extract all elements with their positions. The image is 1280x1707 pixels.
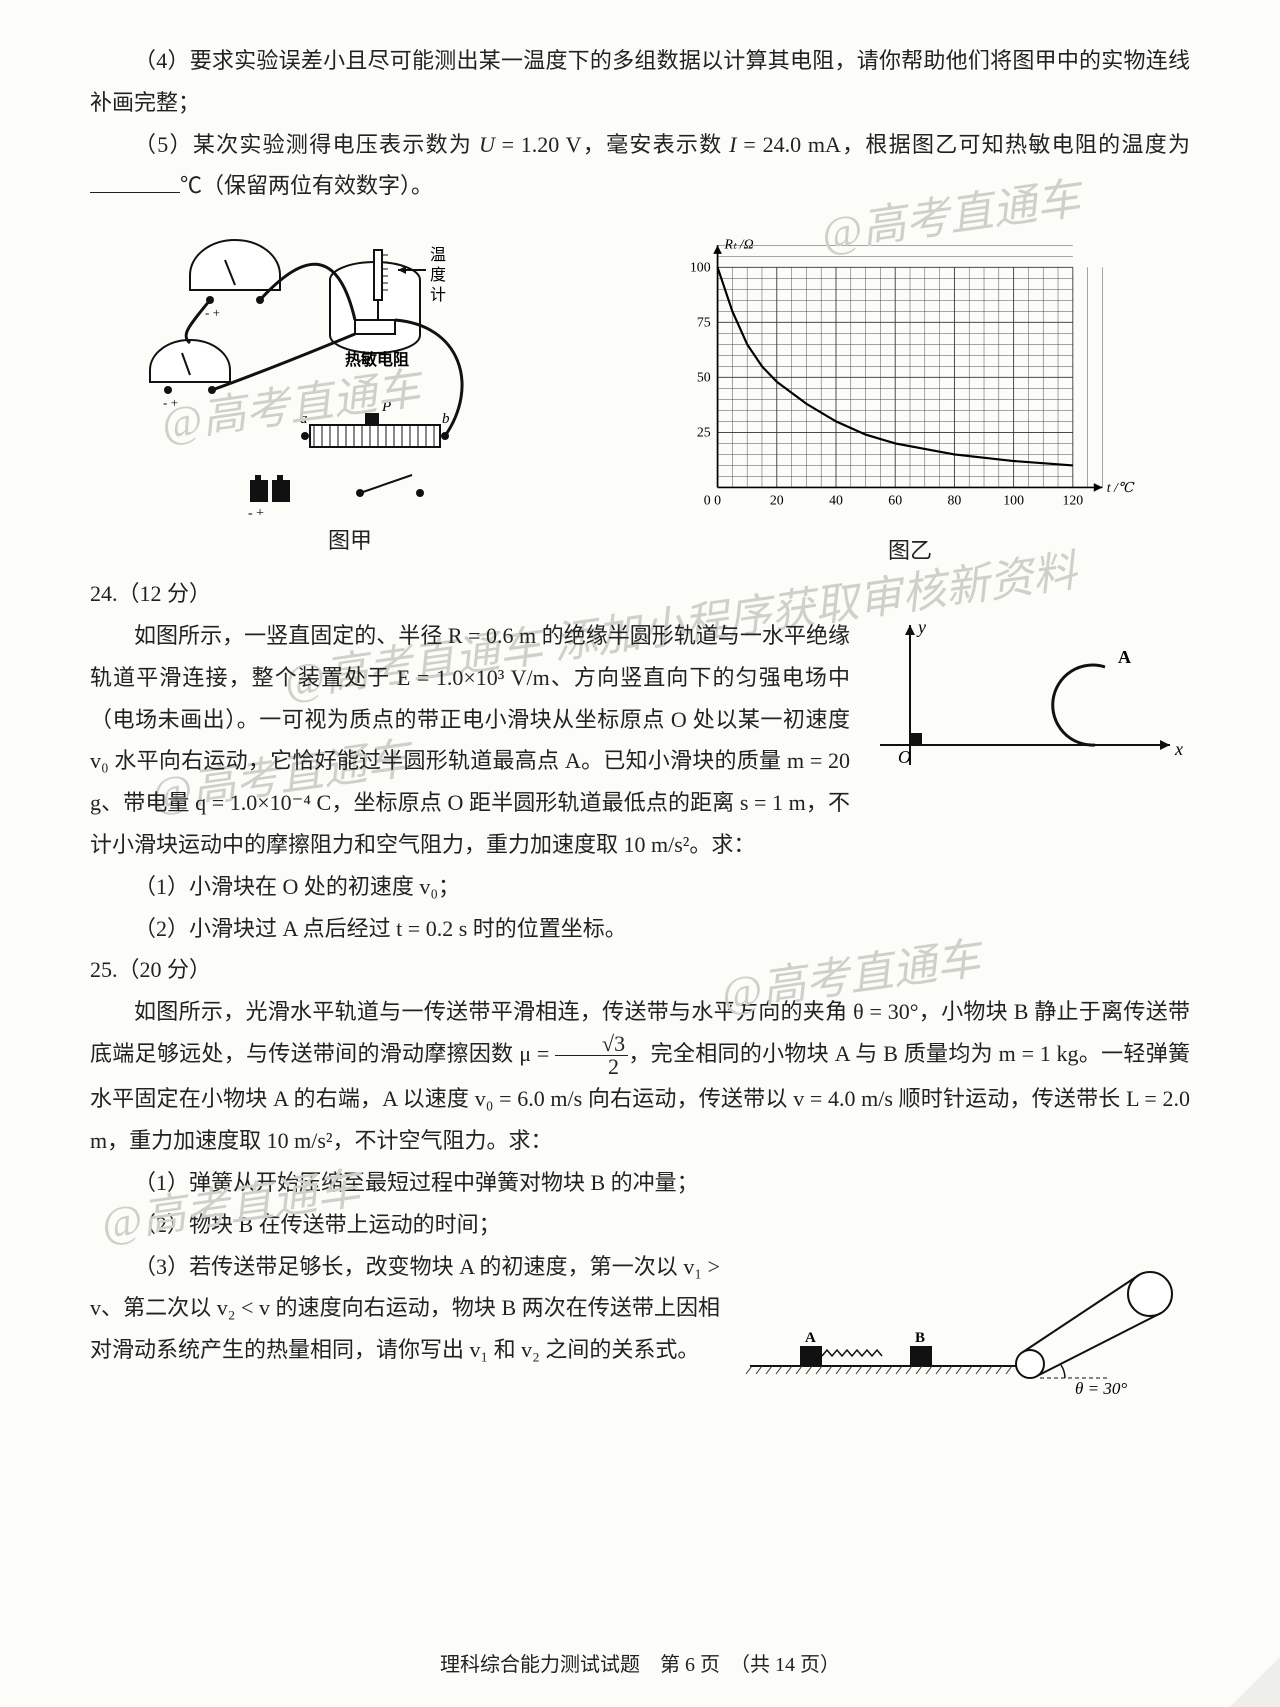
svg-text:热敏电阻: 热敏电阻: [345, 350, 409, 369]
page-footer: 理科综合能力测试试题 第 6 页 （共 14 页）: [0, 1648, 1280, 1677]
figure-graph-col: 0 20 40 60 80 100 120 25 50 75 100 0 t /℃ Rₜ /Ω 图乙: [670, 225, 1150, 565]
q23-p5c: = 24.0 mA，根据图乙可知热敏电阻的温度为: [737, 132, 1190, 157]
figure-circuit-col: - + - + 热敏电阻 温度计 a b P - + 图甲: [130, 225, 570, 555]
svg-text:100: 100: [1003, 493, 1024, 508]
svg-text:80: 80: [947, 493, 961, 508]
q23-p5d: ℃（保留两位有效数字）。: [180, 173, 433, 198]
q24-diagram: Ox y A: [870, 615, 1190, 785]
svg-text:x: x: [1174, 739, 1183, 759]
svg-text:Rₜ /Ω: Rₜ /Ω: [723, 237, 753, 252]
svg-text:P: P: [381, 399, 391, 415]
q25-sub1: （1）弹簧从开始压缩至最短过程中弹簧对物块 B 的冲量；: [90, 1162, 1190, 1204]
figB-label: 图乙: [888, 533, 932, 565]
q24-sub1: （1）小滑块在 O 处的初速度 v₀；: [90, 866, 1190, 908]
svg-text:120: 120: [1062, 493, 1083, 508]
figure-row-q23: - + - + 热敏电阻 温度计 a b P - + 图甲 0 20 40 60 80 100 120 25…: [90, 225, 1190, 565]
svg-text:B: B: [915, 1330, 925, 1346]
svg-text:A: A: [805, 1330, 816, 1346]
figA-label: 图甲: [328, 523, 372, 555]
svg-text:t /℃: t /℃: [1107, 480, 1135, 495]
blank-answer: [90, 167, 180, 193]
frac-den: 2: [555, 1056, 628, 1078]
svg-text:25: 25: [697, 425, 711, 440]
svg-text:- +: - +: [205, 305, 220, 320]
svg-text:b: b: [442, 411, 450, 427]
q25-sub2: （2）物块 B 在传送带上运动的时间；: [90, 1204, 1190, 1246]
svg-text:θ = 30°: θ = 30°: [1075, 1379, 1127, 1398]
corner-decoration: [1230, 1657, 1280, 1707]
q25-body: 如图所示，光滑水平轨道与一传送带平滑相连，传送带与水平方向的夹角 θ = 30°…: [90, 991, 1190, 1162]
svg-text:- +: - +: [163, 395, 178, 410]
svg-text:- +: - +: [248, 506, 264, 515]
q25-diagram: A Bθ = 30°: [740, 1246, 1190, 1416]
symbol-I: I: [729, 132, 736, 157]
svg-text:计: 计: [430, 286, 446, 304]
exam-page: @高考直通车@高考直通车@高考直通车 添加小程序获取审核新资料@高考直通车@高考…: [0, 0, 1280, 1707]
svg-text:O: O: [898, 747, 911, 767]
symbol-U: U: [479, 132, 495, 157]
frac-num: √3: [555, 1033, 628, 1056]
svg-text:100: 100: [690, 260, 711, 275]
rt-graph: 0 20 40 60 80 100 120 25 50 75 100 0 t /℃ Rₜ /Ω: [670, 225, 1150, 525]
q23-p5b: = 1.20 V，毫安表示数: [495, 132, 729, 157]
q25-header: 25.（20 分）: [90, 949, 1190, 991]
q24-sub2: （2）小滑块过 A 点后经过 t = 0.2 s 时的位置坐标。: [90, 908, 1190, 950]
svg-text:75: 75: [697, 315, 711, 330]
svg-text:40: 40: [829, 493, 843, 508]
svg-text:60: 60: [888, 493, 902, 508]
q23-p5: （5）某次实验测得电压表示数为 U = 1.20 V，毫安表示数 I = 24.…: [90, 124, 1190, 208]
svg-text:A: A: [1118, 647, 1131, 667]
fraction-mu: √32: [555, 1033, 628, 1078]
circuit-diagram: - + - + 热敏电阻 温度计 a b P - +: [130, 225, 570, 515]
svg-text:0: 0: [704, 493, 711, 508]
svg-text:50: 50: [697, 370, 711, 385]
q24-header: 24.（12 分）: [90, 573, 1190, 615]
q23-p4: （4）要求实验误差小且尽可能测出某一温度下的多组数据以计算其电阻，请你帮助他们将…: [90, 40, 1190, 124]
svg-text:温: 温: [430, 246, 446, 264]
svg-text:度: 度: [430, 266, 446, 284]
svg-text:0: 0: [714, 493, 721, 508]
svg-text:20: 20: [770, 493, 784, 508]
svg-text:y: y: [916, 617, 926, 637]
q23-p5a: （5）某次实验测得电压表示数为: [134, 132, 479, 157]
svg-text:a: a: [300, 411, 308, 427]
